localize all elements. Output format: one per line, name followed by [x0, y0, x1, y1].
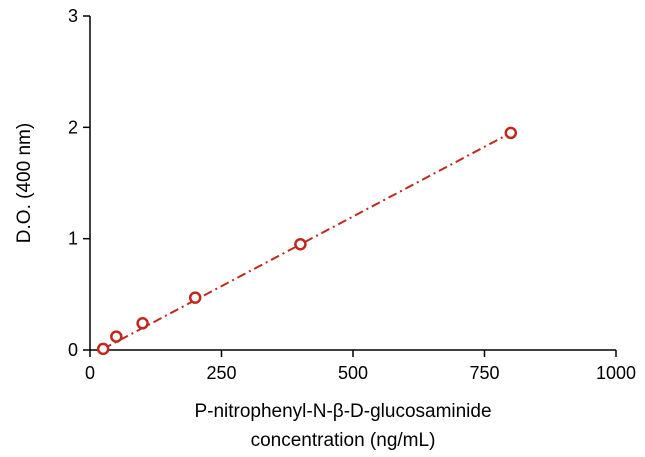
fit-line	[102, 132, 512, 350]
axis-labels: D.O. (400 nm) P-nitrophenyl-N-β-D-glucos…	[14, 123, 492, 451]
data-point	[136, 317, 149, 330]
data-point	[504, 126, 518, 140]
data-point	[96, 342, 110, 356]
y-tick-label: 0	[68, 340, 78, 360]
data-points	[96, 126, 518, 356]
x-tick-label: 250	[206, 363, 236, 383]
x-tick-label: 1000	[596, 363, 636, 383]
y-tick-label: 1	[68, 229, 78, 249]
ticks: 0 1 2 3 0 250 500 750 1000	[68, 6, 636, 383]
x-axis-label-line-2: concentration (ng/mL)	[251, 430, 436, 451]
y-tick-label: 2	[68, 117, 78, 137]
data-point	[188, 291, 202, 304]
fit-line-group	[102, 132, 512, 350]
y-tick-label: 3	[68, 6, 78, 26]
data-point	[294, 237, 307, 251]
x-axis-label-line-1: P-nitrophenyl-N-β-D-glucosaminide	[194, 401, 491, 422]
x-tick-label: 500	[338, 363, 368, 383]
axes	[89, 16, 616, 351]
data-point	[110, 330, 123, 343]
x-tick-label: 750	[469, 363, 499, 383]
y-axis-label: D.O. (400 nm)	[14, 123, 35, 243]
x-tick-label: 0	[85, 363, 95, 383]
